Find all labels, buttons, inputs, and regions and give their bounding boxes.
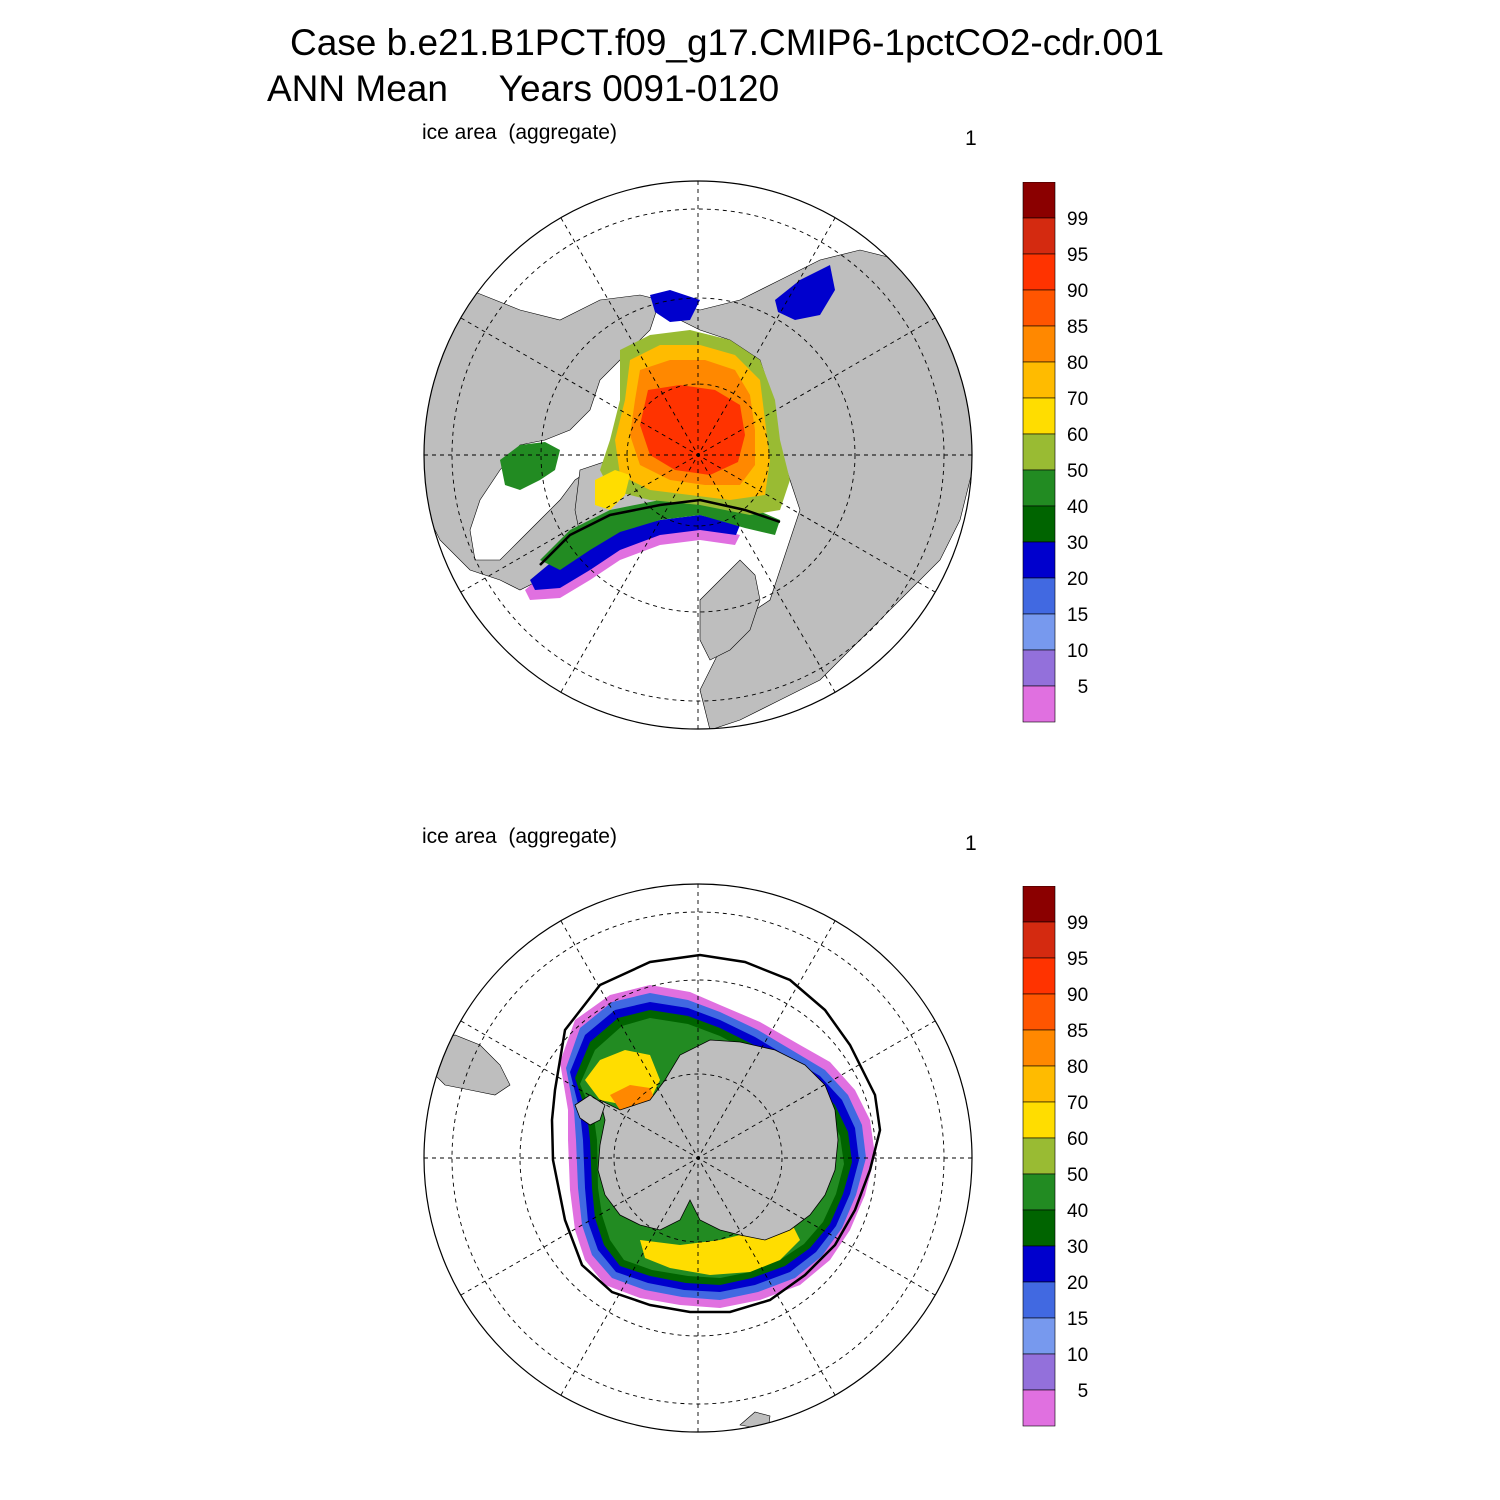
south-colorbar-box [1022, 1389, 1056, 1427]
antarctic-peninsula [574, 1094, 606, 1126]
figure-title-line-1: Case b.e21.B1PCT.f09_g17.CMIP6-1pctCO2-c… [290, 22, 1165, 63]
south-colorbar-tick-label: 99 [1067, 913, 1088, 934]
south-colorbar-box [1022, 957, 1056, 995]
north-colorbar-box [1022, 289, 1056, 327]
north-colorbar-box [1022, 253, 1056, 291]
south-colorbar-box [1022, 886, 1056, 923]
south-colorbar-tick-label: 30 [1067, 1237, 1088, 1258]
south-colorbar-box [1022, 1137, 1056, 1175]
north-colorbar-tick-label: 90 [1067, 281, 1088, 302]
north-colorbar-tick-label: 5 [1067, 677, 1088, 698]
north-ice-core-90 [640, 385, 745, 475]
south-colorbar-tick-label: 90 [1067, 985, 1088, 1006]
south-colorbar-box [1022, 1029, 1056, 1067]
hudson-bay-ice [500, 442, 560, 490]
north-polar-map [423, 180, 973, 730]
south-colorbar-box [1022, 1353, 1056, 1391]
south-colorbar-tick-label: 5 [1067, 1381, 1088, 1402]
north-map-border [423, 180, 973, 730]
north-ice-band-20 [530, 515, 740, 590]
north-colorbar-tick-label: 95 [1067, 245, 1088, 266]
antarctica-land [597, 1039, 839, 1241]
north-colorbar-tick-label: 40 [1067, 497, 1088, 518]
north-sea-ice [500, 265, 835, 600]
north-graticule [424, 181, 972, 729]
north-colorbar-box [1022, 649, 1056, 687]
north-ice-band-5 [525, 525, 740, 600]
north-colorbar-tick-label: 15 [1067, 605, 1088, 626]
north-colorbar-box [1022, 577, 1056, 615]
south-colorbar-box [1022, 1245, 1056, 1283]
south-colorbar-tick-label: 85 [1067, 1021, 1088, 1042]
south-colorbar-box [1022, 1173, 1056, 1211]
south-colorbar-tick-label: 95 [1067, 949, 1088, 970]
scandinavia-land [699, 559, 761, 661]
north-colorbar-tick-label: 70 [1067, 389, 1088, 410]
south-colorbar-tick-label: 80 [1067, 1057, 1088, 1078]
north-colorbar-box [1022, 182, 1056, 219]
north-colorbar-box [1022, 433, 1056, 471]
ice-edge-contour-north [539, 498, 781, 566]
south-colorbar-box [1022, 921, 1056, 959]
south-colorbar-tick-label: 15 [1067, 1309, 1088, 1330]
south-colorbar-tick-label: 20 [1067, 1273, 1088, 1294]
south-polar-map [423, 883, 973, 1433]
north-colorbar-tick-label: 85 [1067, 317, 1088, 338]
north-colorbar-box [1022, 505, 1056, 543]
south-colorbar-tick-label: 60 [1067, 1129, 1088, 1150]
north-colorbar-tick-label: 80 [1067, 353, 1088, 374]
south-colorbar-tick-label: 40 [1067, 1201, 1088, 1222]
north-colorbar-tick-label: 60 [1067, 425, 1088, 446]
south-colorbar-box [1022, 1065, 1056, 1103]
north-colorbar-box [1022, 325, 1056, 363]
okhotsk-sea-ice [775, 265, 835, 320]
ice-edge-contour-south [550, 953, 882, 1314]
south-colorbar: 99 95 90 85 80 70 60 50 40 30 20 15 10 5 [1022, 886, 1088, 1427]
north-panel-number: 1 [965, 127, 977, 150]
south-colorbar-box [1022, 1209, 1056, 1247]
north-colorbar-tick-label: 30 [1067, 533, 1088, 554]
north-colorbar-box [1022, 397, 1056, 435]
north-colorbar-tick-label: 10 [1067, 641, 1088, 662]
north-colorbar-tick-label: 50 [1067, 461, 1088, 482]
baffin-bay-ice [595, 470, 630, 510]
south-colorbar-box [1022, 1281, 1056, 1319]
south-sea-ice [550, 953, 882, 1314]
north-colorbar-box [1022, 613, 1056, 651]
north-colorbar-tick-label: 99 [1067, 209, 1088, 230]
north-colorbar-box [1022, 469, 1056, 507]
south-colorbar-box [1022, 1317, 1056, 1355]
north-colorbar-box [1022, 685, 1056, 723]
south-panel-label: ice area (aggregate) [422, 825, 617, 848]
figure-title-line-2: ANN Mean Years 0091-0120 [267, 68, 780, 109]
north-colorbar-box [1022, 361, 1056, 399]
south-colorbar-box [1022, 1101, 1056, 1139]
north-ice-band-40 [540, 495, 780, 570]
south-panel-number: 1 [965, 832, 977, 855]
north-colorbar-box [1022, 217, 1056, 255]
north-colorbar-box [1022, 541, 1056, 579]
south-graticule [424, 884, 972, 1432]
south-colorbar-tick-label: 50 [1067, 1165, 1088, 1186]
south-colorbar-tick-label: 10 [1067, 1345, 1088, 1366]
north-colorbar: 99 95 90 85 80 70 60 50 40 30 20 15 10 5 [1022, 182, 1088, 723]
south-colorbar-tick-label: 70 [1067, 1093, 1088, 1114]
south-colorbar-box [1022, 993, 1056, 1031]
north-colorbar-tick-label: 20 [1067, 569, 1088, 590]
north-panel-label: ice area (aggregate) [422, 121, 617, 144]
south-map-border [423, 883, 973, 1433]
